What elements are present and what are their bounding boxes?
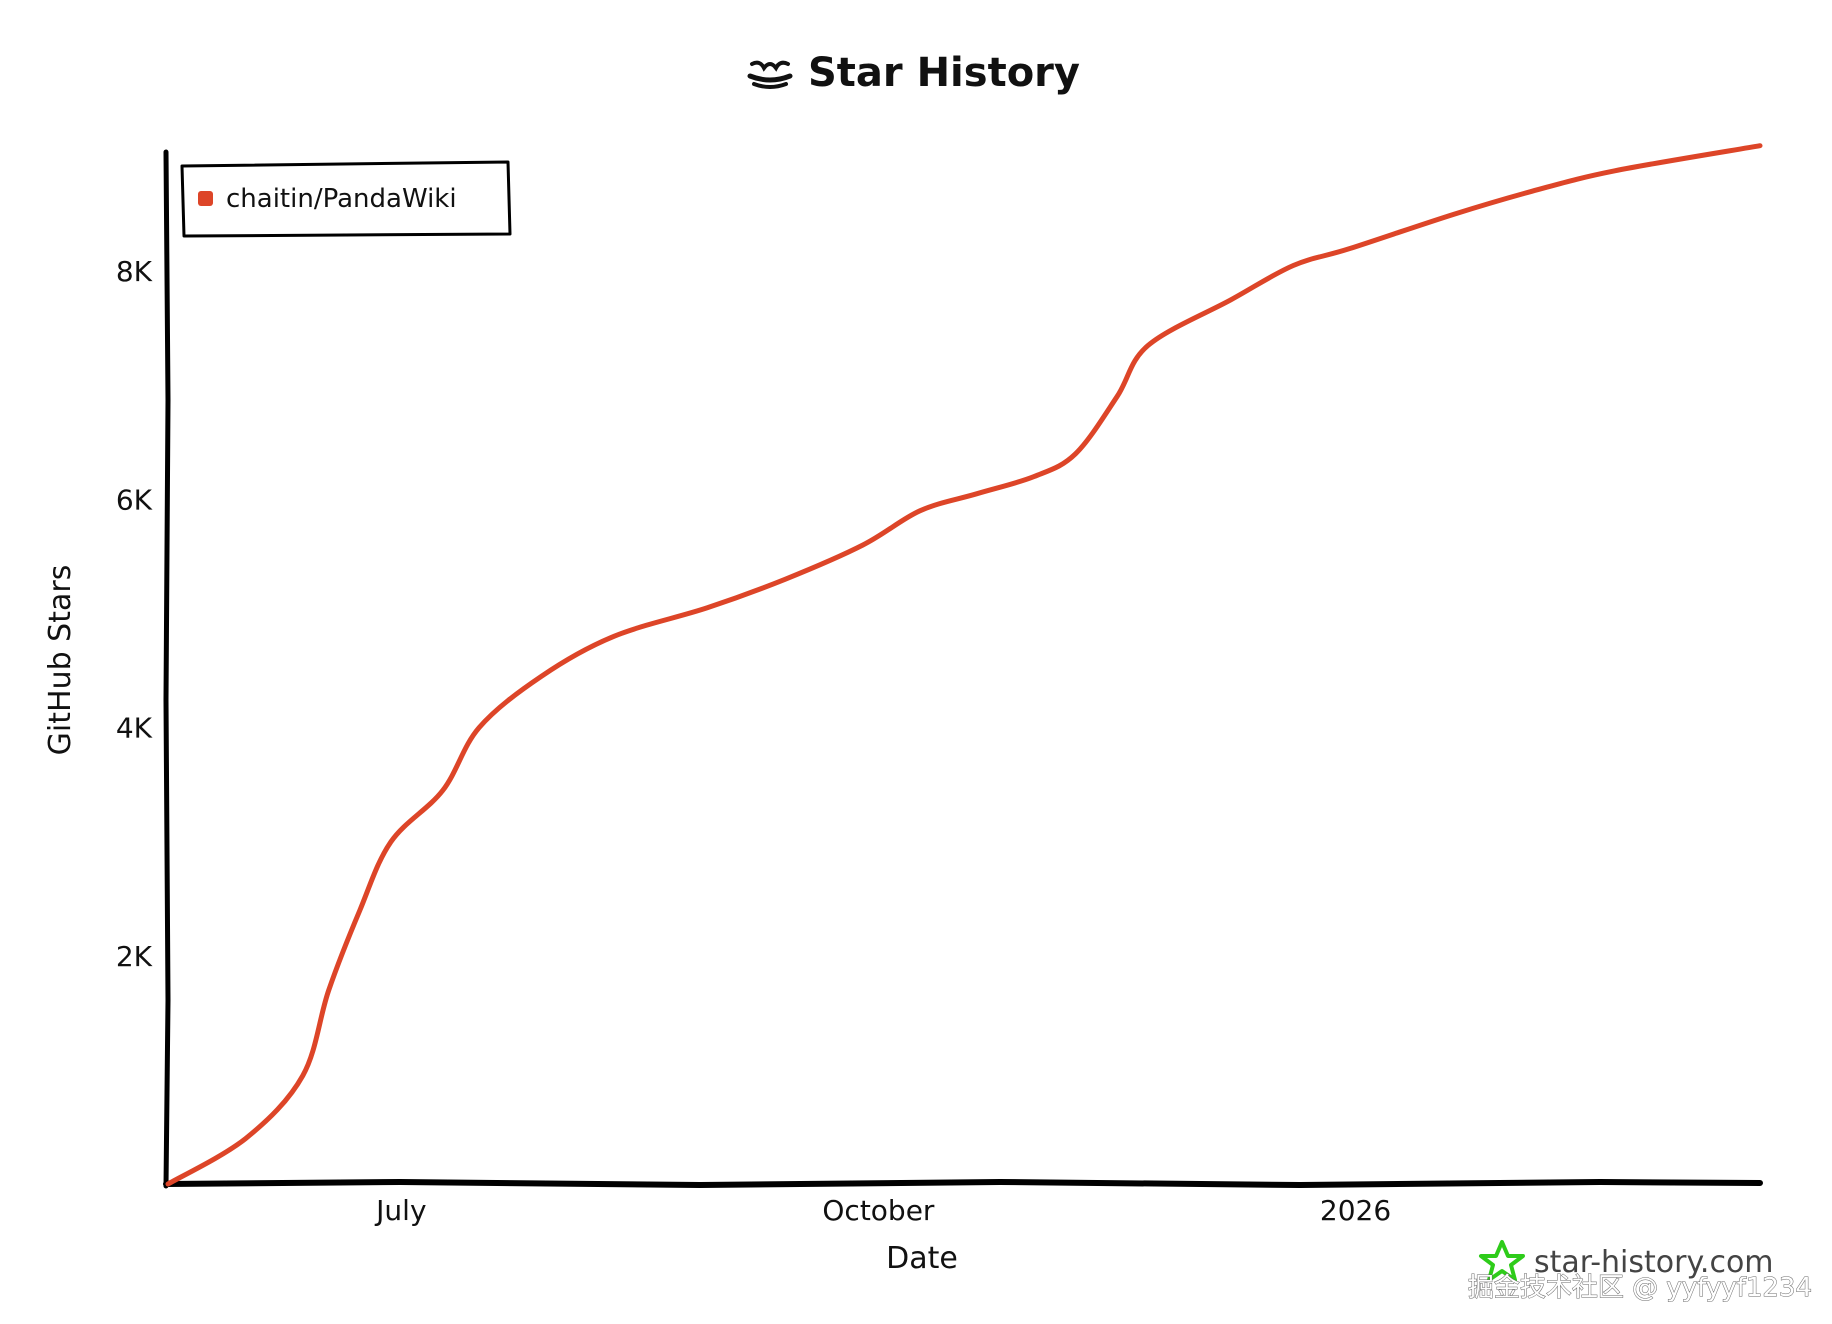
star-outline-icon — [1479, 1240, 1525, 1282]
watermark: 掘金技术社区 @ yyfyyf1234 — [1468, 1273, 1812, 1303]
series-line — [165, 143, 1763, 1187]
x-tick-group: July October 2026 — [374, 1194, 1391, 1227]
x-tick-label: 2026 — [1320, 1194, 1391, 1227]
x-tick-label: October — [822, 1194, 935, 1227]
y-tick-label: 8K — [116, 255, 153, 288]
y-tick-label: 6K — [116, 483, 153, 516]
x-tick-label: July — [374, 1194, 426, 1227]
y-axis-line — [163, 149, 171, 1189]
star-history-logo-icon — [747, 60, 793, 89]
y-tick-label: 4K — [116, 712, 153, 745]
y-tick-group: 2K 4K 6K 8K — [116, 255, 153, 973]
x-axis-line — [163, 1178, 1763, 1189]
legend-swatch — [198, 191, 213, 206]
y-axis-label: GitHub Stars — [43, 565, 78, 756]
chart-title-text: Star History — [808, 50, 1080, 96]
legend: chaitin/PandaWiki — [180, 160, 512, 238]
series-group — [165, 143, 1763, 1187]
x-axis-label: Date — [886, 1241, 958, 1276]
legend-entry-label: chaitin/PandaWiki — [226, 184, 457, 214]
y-tick-label: 2K — [116, 940, 153, 973]
brand-link[interactable]: star-history.com — [1534, 1245, 1774, 1280]
brand[interactable]: star-history.com — [1479, 1240, 1774, 1282]
legend-box — [180, 160, 512, 238]
chart-title: Star History — [747, 50, 1080, 96]
